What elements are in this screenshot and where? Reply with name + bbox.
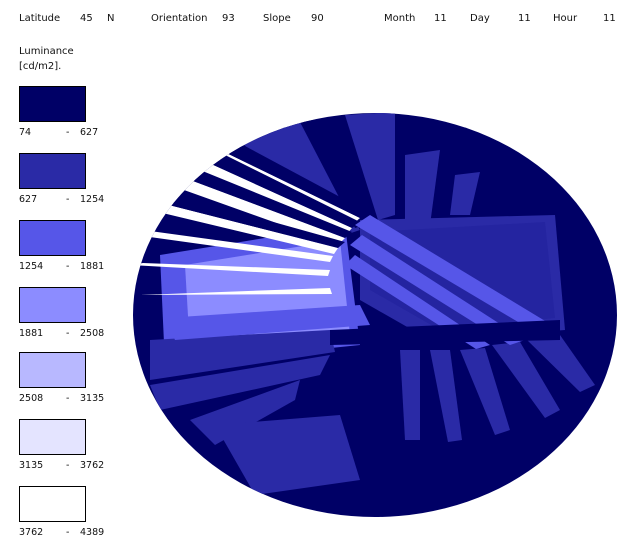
latitude-value: 45 xyxy=(80,13,93,24)
day-value: 11 xyxy=(518,13,531,24)
legend-title-line2: [cd/m2]. xyxy=(19,61,62,72)
orientation-label: Orientation xyxy=(151,13,208,24)
ceiling-slat xyxy=(405,150,440,225)
legend-range-to: 627 xyxy=(80,127,99,138)
legend-range-dash: - xyxy=(66,127,70,138)
floor-slat xyxy=(150,355,330,410)
sill-band xyxy=(165,305,370,340)
legend-range-dash: - xyxy=(66,328,70,339)
luminance-fisheye-plot xyxy=(133,113,617,517)
ceiling-slat xyxy=(450,172,480,215)
louver-band xyxy=(185,170,352,238)
month-value: 11 xyxy=(434,13,447,24)
legend-swatch xyxy=(19,419,86,455)
floor-edge xyxy=(330,320,560,345)
legend-item: 74 -627 xyxy=(19,86,109,139)
legend-range-dash: - xyxy=(66,261,70,272)
legend-range-dash: - xyxy=(66,460,70,471)
louver-band xyxy=(198,150,360,228)
latitude-hemisphere: N xyxy=(107,13,115,24)
legend-range-to: 3762 xyxy=(80,460,105,471)
legend-title-line1: Luminance xyxy=(19,46,74,57)
legend-range-to: 1881 xyxy=(80,261,105,272)
louver-gap xyxy=(170,178,345,245)
legend-range-from: 3135 xyxy=(19,460,44,471)
legend-range-to: 4389 xyxy=(80,527,105,538)
legend-range-dash: - xyxy=(66,194,70,205)
legend-swatch xyxy=(19,86,86,122)
floor-slat xyxy=(400,350,420,440)
legend-range-from: 1254 xyxy=(19,261,44,272)
floor-slat xyxy=(492,342,560,418)
legend-range-from: 1881 xyxy=(19,328,44,339)
legend-title: Luminance [cd/m2]. xyxy=(19,44,74,74)
louver-gap xyxy=(150,204,338,254)
light-stripe xyxy=(355,215,560,338)
legend-swatch xyxy=(19,220,86,256)
floor-patch xyxy=(215,415,360,495)
latitude-label: Latitude xyxy=(19,13,61,24)
floor-slat xyxy=(460,348,510,435)
month-label: Month xyxy=(384,13,416,24)
ceiling-slat xyxy=(345,113,395,220)
legend-range-from: 74 xyxy=(19,127,32,138)
hour-value: 11 xyxy=(603,13,616,24)
legend-item: 627 -1254 xyxy=(19,153,109,206)
legend-item: 3762 -4389 xyxy=(19,486,109,539)
legend-range-to: 3135 xyxy=(80,393,105,404)
light-stripe xyxy=(350,235,525,345)
louver-gap xyxy=(133,288,332,295)
legend-swatch xyxy=(19,287,86,323)
louver-gap xyxy=(133,263,330,276)
legend-swatch xyxy=(19,153,86,189)
floor-slat xyxy=(430,350,462,442)
slope-label: Slope xyxy=(263,13,291,24)
ceiling-slat xyxy=(300,115,380,228)
legend-swatch xyxy=(19,486,86,522)
legend-item: 1254 -1881 xyxy=(19,220,109,273)
legend-range-from: 627 xyxy=(19,194,38,205)
day-label: Day xyxy=(470,13,490,24)
legend-range-dash: - xyxy=(66,527,70,538)
louver-band xyxy=(210,138,368,218)
hour-label: Hour xyxy=(553,13,578,24)
legend-swatch xyxy=(19,352,86,388)
legend-item: 3135 -3762 xyxy=(19,419,109,472)
legend-item: 2508 -3135 xyxy=(19,352,109,405)
legend-range-to: 2508 xyxy=(80,328,105,339)
legend-range-dash: - xyxy=(66,393,70,404)
louver-band xyxy=(165,196,345,248)
legend-range-from: 2508 xyxy=(19,393,44,404)
floor-slat xyxy=(150,330,335,380)
louver-gap xyxy=(135,231,333,262)
legend-range-from: 3762 xyxy=(19,527,44,538)
orientation-value: 93 xyxy=(222,13,235,24)
legend-item: 1881 -2508 xyxy=(19,287,109,340)
floor-slat xyxy=(525,335,595,392)
legend-range-to: 1254 xyxy=(80,194,105,205)
slope-value: 90 xyxy=(311,13,324,24)
